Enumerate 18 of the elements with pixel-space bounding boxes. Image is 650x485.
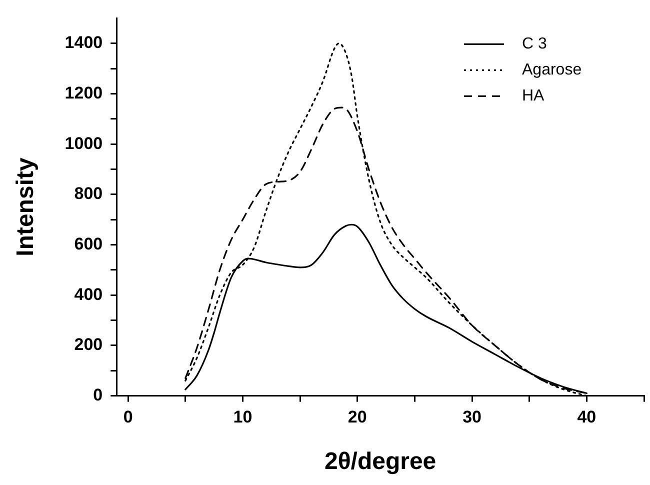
- y-tick-label: 1000: [64, 134, 103, 153]
- y-tick-label: 1400: [64, 33, 103, 52]
- x-tick-label: 10: [233, 408, 252, 427]
- x-tick-label: 0: [123, 408, 133, 427]
- y-tick-label: 1200: [64, 83, 103, 102]
- y-tick-label: 0: [93, 385, 103, 404]
- legend-label: C 3: [522, 36, 547, 53]
- legend-label: HA: [522, 88, 545, 105]
- y-tick-label: 400: [74, 284, 103, 304]
- y-axis-title: Intensity: [12, 157, 40, 256]
- y-tick-label: 800: [74, 184, 103, 204]
- legend-label: Agarose: [522, 62, 582, 79]
- y-tick-label: 600: [74, 234, 103, 254]
- x-tick-label: 30: [462, 408, 482, 427]
- x-tick-label: 40: [577, 408, 596, 427]
- y-tick-label: 200: [74, 335, 103, 354]
- x-tick-label: 20: [348, 408, 367, 427]
- x-axis-title: 2θ/degree: [324, 448, 436, 476]
